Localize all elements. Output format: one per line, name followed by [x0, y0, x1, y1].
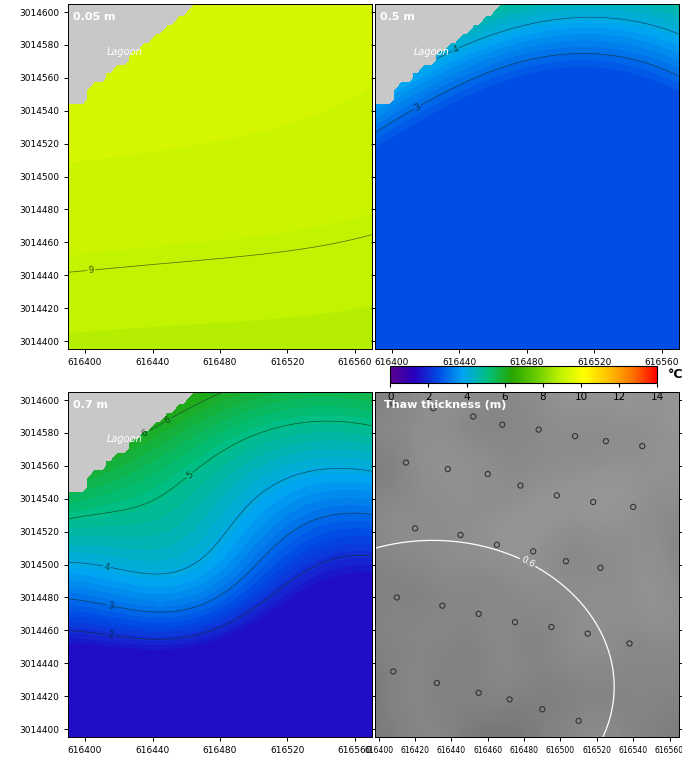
Point: [569, 430, 580, 442]
Point: [528, 545, 539, 557]
Text: Lagoon: Lagoon: [107, 46, 143, 56]
Point: [551, 489, 562, 502]
Text: 0.6: 0.6: [519, 555, 536, 570]
Text: 0.05 m: 0.05 m: [73, 12, 116, 22]
Point: [537, 703, 548, 716]
Point: [492, 539, 503, 551]
Text: 2: 2: [107, 631, 114, 640]
Text: 4: 4: [451, 44, 460, 55]
Point: [410, 522, 421, 534]
Point: [388, 665, 399, 678]
Text: 6: 6: [140, 428, 150, 438]
Point: [473, 686, 484, 699]
Point: [473, 608, 484, 620]
Point: [573, 715, 584, 727]
Point: [588, 496, 599, 508]
Point: [482, 468, 493, 480]
Point: [582, 628, 593, 640]
Point: [468, 410, 479, 422]
Text: 0.5 m: 0.5 m: [380, 12, 415, 22]
Point: [400, 456, 411, 469]
Text: °C: °C: [668, 367, 682, 381]
Text: Lagoon: Lagoon: [107, 435, 143, 445]
Point: [388, 397, 399, 409]
Point: [504, 693, 515, 706]
Point: [432, 677, 443, 689]
Text: 3: 3: [413, 102, 422, 113]
Point: [627, 501, 638, 513]
Point: [455, 529, 466, 541]
Text: 4: 4: [103, 562, 110, 571]
Point: [509, 616, 520, 628]
Text: Thaw thickness (m): Thaw thickness (m): [384, 400, 507, 410]
Point: [391, 591, 402, 604]
Text: 6: 6: [164, 415, 173, 425]
Point: [515, 479, 526, 492]
Point: [595, 562, 606, 574]
Point: [497, 418, 508, 431]
Text: 5: 5: [184, 469, 194, 480]
Text: 9: 9: [88, 266, 95, 275]
Point: [428, 402, 439, 415]
Point: [533, 424, 544, 436]
Point: [443, 463, 454, 476]
Point: [561, 555, 572, 567]
Text: Lagoon: Lagoon: [414, 46, 449, 56]
Point: [437, 600, 448, 612]
Point: [600, 435, 611, 447]
Point: [637, 440, 648, 452]
Text: 0.7 m: 0.7 m: [73, 400, 108, 410]
Point: [546, 621, 557, 633]
Text: 3: 3: [107, 601, 114, 611]
Point: [624, 638, 635, 650]
